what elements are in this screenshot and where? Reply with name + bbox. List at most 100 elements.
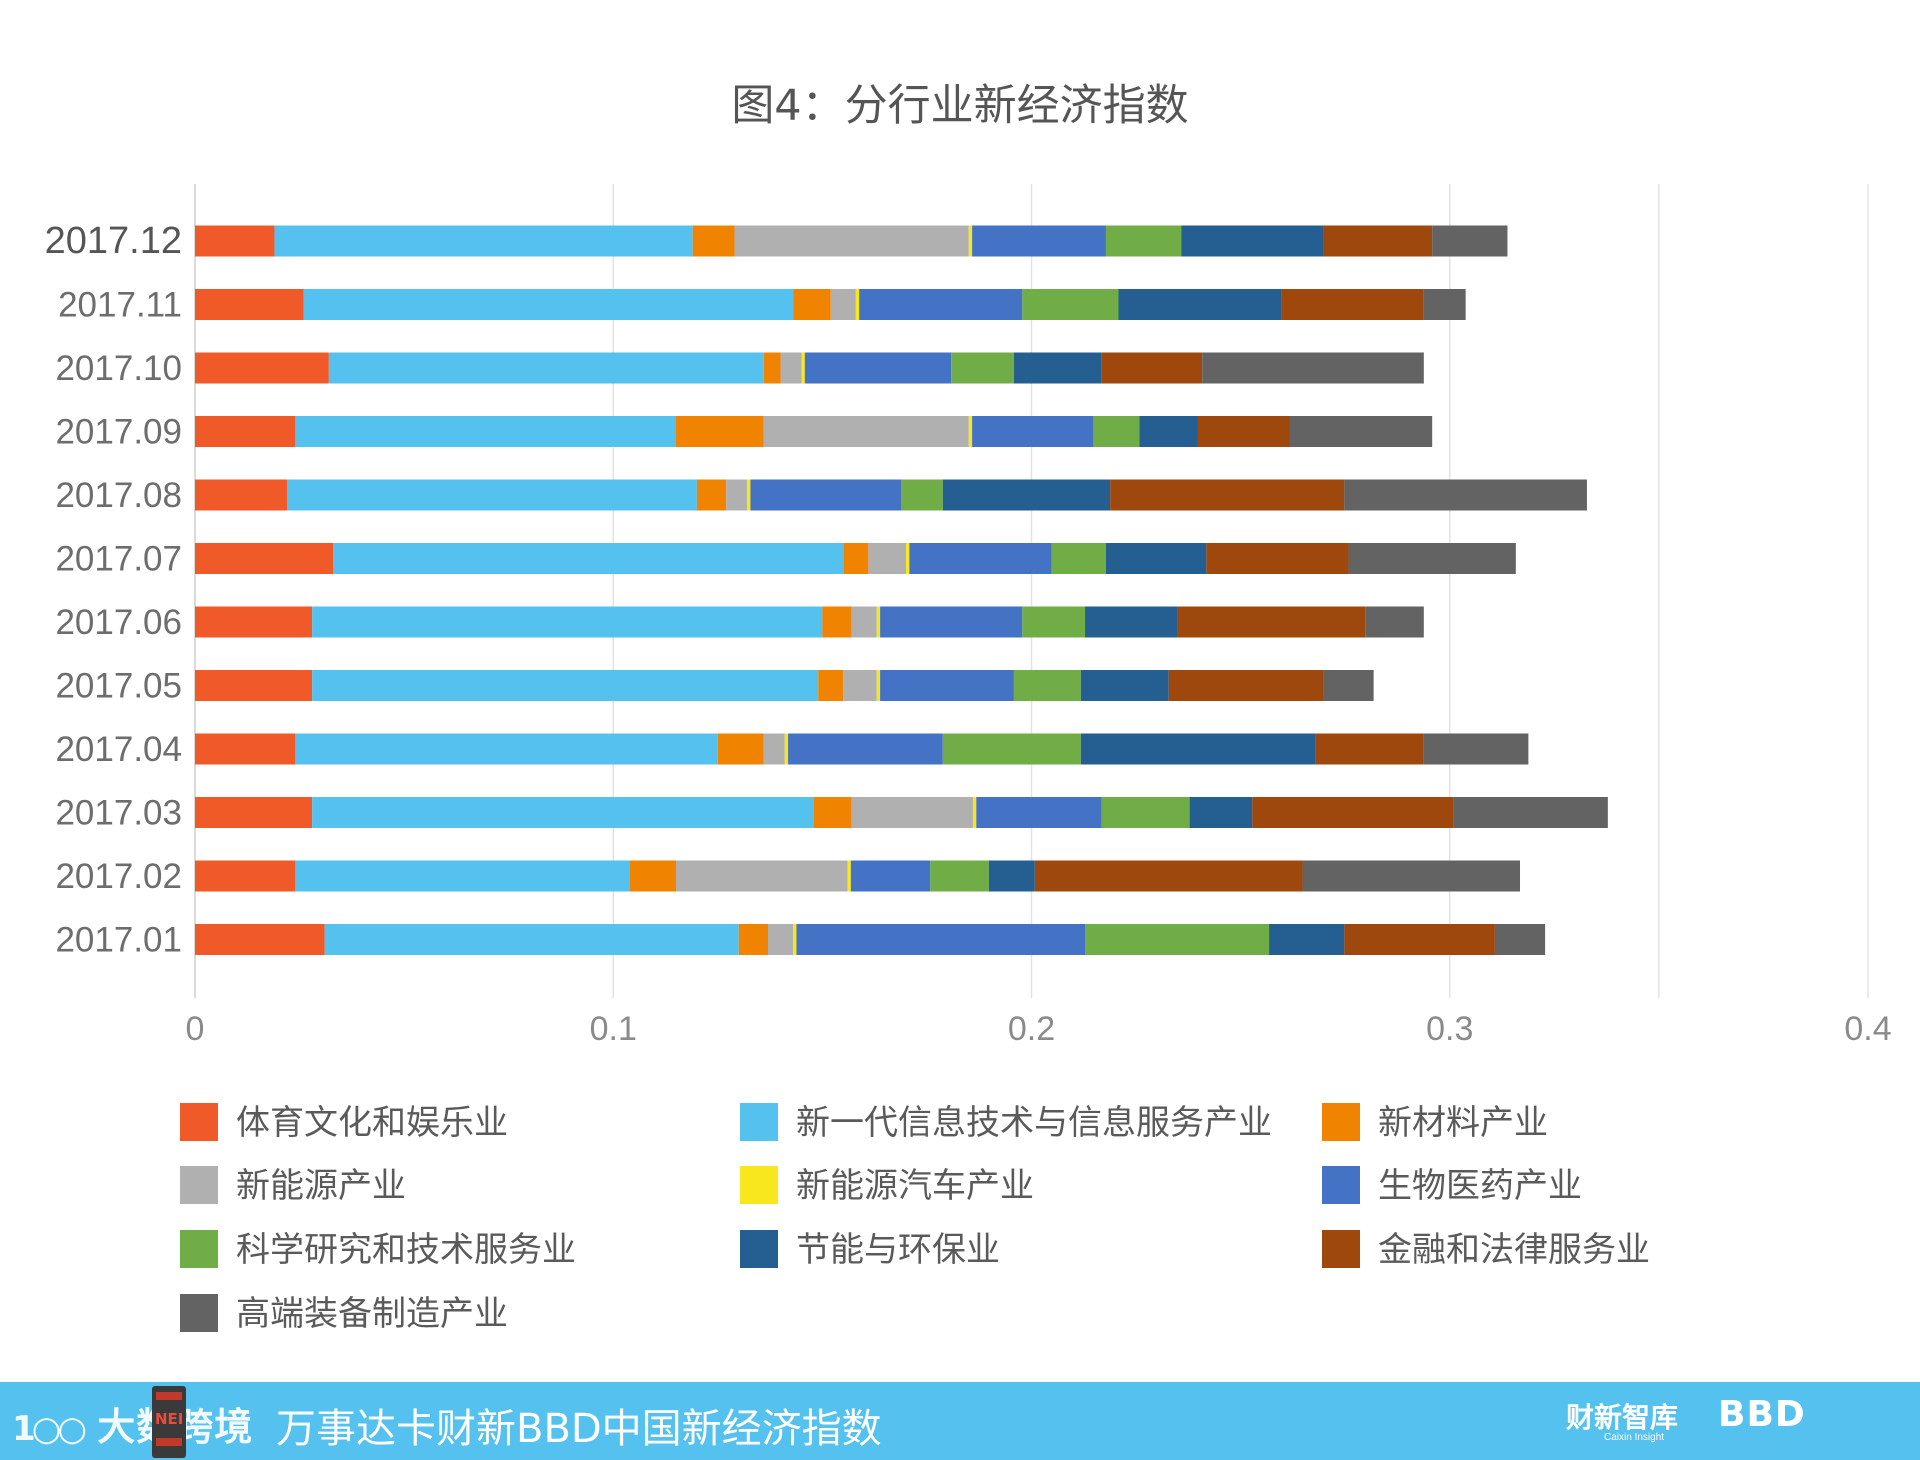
y-tick-label: 2017.09 — [55, 413, 182, 452]
bar-segment — [1269, 924, 1345, 955]
bar-segment — [988, 860, 1035, 892]
bar-segment — [1101, 352, 1203, 384]
bar-segment — [738, 924, 769, 955]
legend-label: 科学研究和技术服务业 — [236, 1230, 576, 1270]
y-tick-label: 2017.05 — [55, 667, 182, 706]
bar-segment — [1348, 543, 1516, 574]
x-tick-label: 0.2 — [1008, 1010, 1055, 1048]
bar-segment — [843, 543, 869, 574]
bar-segment — [801, 352, 805, 384]
bar-segment — [629, 860, 676, 892]
bar-segment — [906, 543, 910, 574]
bar-segment — [1105, 543, 1207, 574]
bar-segment — [1252, 797, 1454, 828]
legend-swatch — [740, 1230, 778, 1268]
bar-segment — [1344, 479, 1587, 511]
bar-segment — [195, 606, 313, 638]
bar-segment — [942, 479, 1111, 511]
y-tick-label: 2017.04 — [55, 730, 182, 769]
bar-segment — [717, 733, 764, 765]
x-tick-label: 0.4 — [1844, 1010, 1891, 1048]
logo-circles: 1○○ — [12, 1409, 87, 1449]
bar-segment — [804, 352, 952, 384]
bar-segment — [312, 606, 823, 638]
bar-segment — [312, 670, 819, 701]
bar-segment — [763, 352, 781, 384]
x-tick-label: 0.3 — [1426, 1010, 1473, 1048]
bar-segment — [851, 606, 877, 638]
legend-label: 新能源汽车产业 — [796, 1166, 1034, 1206]
bar-segment — [880, 606, 1023, 638]
legend-swatch — [180, 1103, 218, 1141]
bar-segment — [768, 924, 794, 955]
bar-segment — [1105, 225, 1182, 257]
legend-label: 新能源产业 — [236, 1166, 406, 1206]
bar-segment — [909, 543, 1052, 574]
bar-segment — [1302, 860, 1521, 892]
bar-segment — [1080, 670, 1169, 701]
bar-segment — [780, 352, 802, 384]
nei-badge-icon: NEI — [152, 1386, 186, 1458]
bar-segment — [1085, 606, 1178, 638]
bar-segment — [1344, 924, 1495, 955]
y-tick-label: 2017.03 — [55, 794, 182, 833]
bar-segment — [901, 479, 943, 511]
bar-segment — [303, 289, 794, 320]
bar-segment — [1432, 225, 1508, 257]
bbd-logo: BBD — [1718, 1394, 1806, 1435]
legend-swatch — [180, 1294, 218, 1332]
bar-segment — [195, 225, 275, 257]
legend-label: 新材料产业 — [1378, 1103, 1548, 1143]
bar-segment — [1093, 416, 1140, 447]
bar-segment — [880, 670, 1014, 701]
bar-segment — [1281, 289, 1424, 320]
bar-segment — [843, 670, 877, 701]
bar-segment — [859, 289, 1023, 320]
bar-segment — [850, 860, 931, 892]
bar-segment — [1323, 670, 1374, 701]
bar-segment — [1085, 924, 1270, 955]
bar-segment — [851, 797, 973, 828]
bar-segment — [1323, 225, 1433, 257]
bar-segment — [287, 479, 697, 511]
bar-segment — [972, 416, 1094, 447]
bar-segment — [1181, 225, 1324, 257]
bar-segment — [696, 479, 727, 511]
bar-segment — [972, 225, 1106, 257]
bar-segment — [328, 352, 764, 384]
bar-segment — [788, 733, 943, 765]
bar-segment — [1013, 352, 1102, 384]
bar-segment — [855, 289, 860, 320]
chart-title: 图4：分行业新经济指数 — [731, 81, 1188, 131]
bar-segment — [333, 543, 844, 574]
bar-segment — [295, 416, 676, 447]
bar-segment — [951, 352, 1014, 384]
bar-segment — [295, 860, 630, 892]
legend-swatch — [1322, 1103, 1360, 1141]
y-tick-label: 2017.02 — [55, 857, 182, 896]
bar-segment — [195, 797, 313, 828]
bar-segment — [793, 289, 831, 320]
bar-segment — [1423, 733, 1529, 765]
bar-segment — [814, 797, 852, 828]
bar-segment — [1494, 924, 1546, 955]
bar-segment — [1197, 416, 1290, 447]
bar-segment — [796, 924, 1086, 955]
bar-segment — [1315, 733, 1424, 765]
bar-segment — [968, 416, 973, 447]
y-axis: 2017.12 2017.11 2017.10 2017.09 2017.08 2017.… — [45, 220, 182, 960]
bar-segment — [195, 670, 313, 701]
bar-segment — [195, 860, 296, 892]
bar-segment — [195, 733, 296, 765]
nei-badge-text: NEI — [155, 1410, 184, 1428]
bar-segment — [692, 225, 735, 257]
bar-segment — [830, 289, 856, 320]
legend-label: 体育文化和娱乐业 — [236, 1103, 508, 1143]
bar-segment — [1189, 797, 1253, 828]
caixin-insight-logo: 财新智库 — [1566, 1401, 1679, 1434]
y-tick-label: 2017.07 — [55, 540, 182, 579]
bar-segment — [1080, 733, 1316, 765]
legend-label: 金融和法律服务业 — [1378, 1230, 1650, 1270]
bar-segment — [822, 606, 852, 638]
